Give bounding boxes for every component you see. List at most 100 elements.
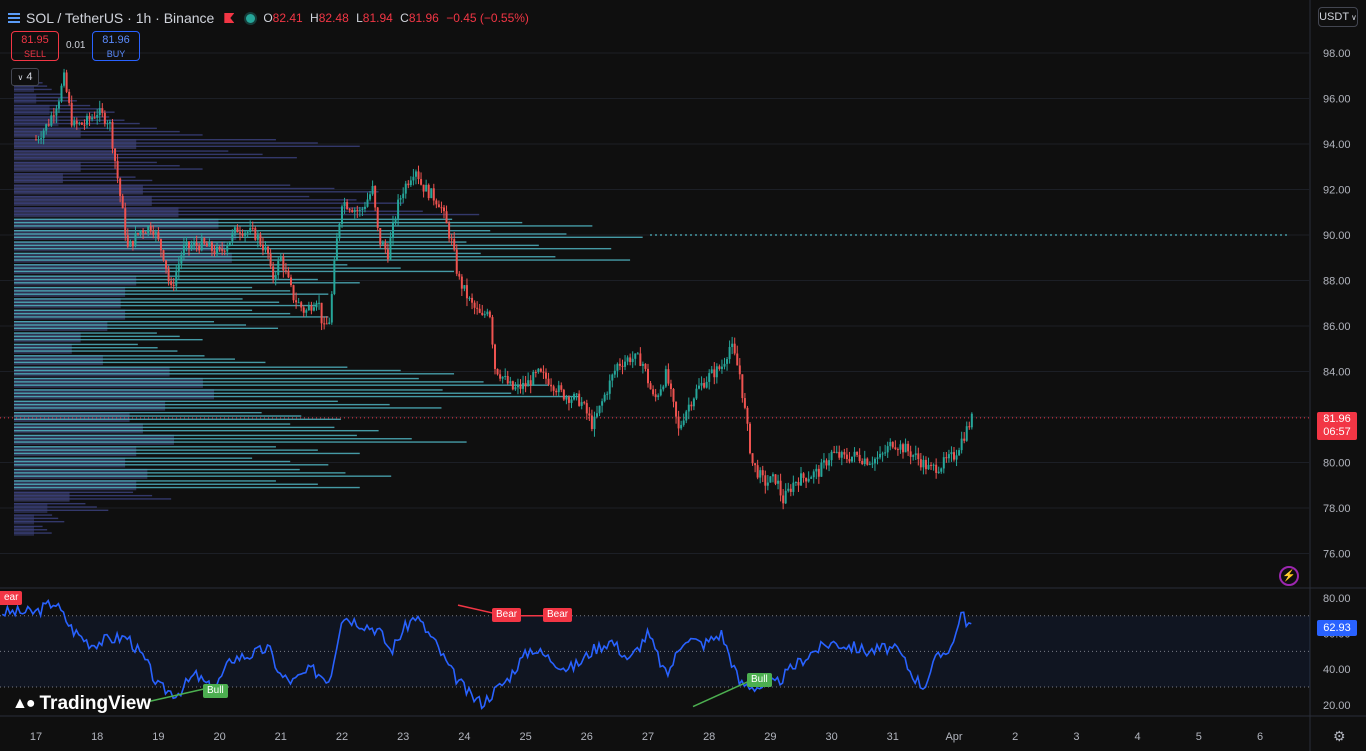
candle-body bbox=[682, 420, 685, 425]
volume-profile-bar bbox=[14, 429, 379, 432]
volume-profile-bar bbox=[14, 293, 329, 295]
time-tick-label: 29 bbox=[764, 731, 776, 743]
volume-profile-bar bbox=[14, 191, 379, 193]
candle-body bbox=[662, 386, 665, 390]
candle-body bbox=[838, 451, 841, 458]
candle-body bbox=[86, 115, 88, 125]
candle-body bbox=[78, 122, 81, 124]
candle-body bbox=[613, 370, 616, 375]
candle-body bbox=[180, 255, 183, 264]
volume-profile-bar bbox=[14, 514, 53, 516]
candle-body bbox=[807, 478, 810, 482]
candle-body bbox=[473, 302, 476, 308]
rsi-band bbox=[0, 615, 1310, 687]
volume-profile-bar bbox=[14, 423, 143, 434]
candle-body bbox=[766, 482, 769, 486]
candle-body bbox=[876, 457, 879, 459]
flag-icon[interactable] bbox=[224, 13, 235, 23]
candle-body bbox=[606, 393, 609, 395]
candle-body bbox=[575, 393, 578, 395]
time-tick-label: 30 bbox=[825, 731, 837, 743]
rsi-tick-label: 20.00 bbox=[1323, 700, 1351, 712]
bear-marker: Bear bbox=[543, 608, 573, 622]
indicators-toggle[interactable]: ∨ 4 bbox=[11, 68, 39, 86]
bull-divergence-line bbox=[692, 680, 749, 708]
volume-profile-bar bbox=[14, 286, 253, 289]
candle-body bbox=[562, 389, 565, 400]
volume-profile-bar bbox=[14, 116, 110, 118]
candle-body bbox=[555, 390, 558, 393]
candle-body bbox=[60, 85, 63, 102]
menu-icon[interactable] bbox=[8, 13, 20, 23]
volume-profile-bar bbox=[14, 468, 300, 471]
volume-profile-bar bbox=[14, 210, 423, 212]
candle-body bbox=[305, 310, 308, 313]
price-tick-label: 98.00 bbox=[1323, 48, 1351, 60]
candle-body bbox=[274, 275, 277, 279]
candle-body bbox=[636, 353, 639, 355]
lightning-icon[interactable]: ⚡ bbox=[1279, 566, 1299, 586]
price-tick-label: 94.00 bbox=[1323, 139, 1351, 151]
candle-body bbox=[412, 176, 415, 181]
symbol-title[interactable]: SOL / TetherUS · 1h · Binance bbox=[26, 10, 215, 26]
candle-body bbox=[471, 297, 474, 303]
sell-button[interactable]: 81.95 SELL bbox=[11, 31, 59, 61]
bear-marker: Bear bbox=[492, 608, 522, 622]
volume-profile-bar bbox=[14, 503, 86, 505]
rsi-tick-label: 40.00 bbox=[1323, 664, 1351, 676]
candle-body bbox=[583, 402, 586, 404]
candle-body bbox=[845, 454, 848, 460]
volume-profile-bar bbox=[14, 88, 52, 91]
volume-profile-bar bbox=[14, 96, 70, 99]
candle-body bbox=[246, 231, 249, 233]
candle-body bbox=[318, 302, 321, 304]
candle-body bbox=[295, 300, 298, 303]
candle-body bbox=[226, 245, 229, 252]
candle-body bbox=[830, 451, 833, 461]
buy-button[interactable]: 81.96 BUY bbox=[92, 31, 140, 61]
volume-profile-bar bbox=[14, 418, 341, 420]
volume-profile-bar bbox=[14, 491, 70, 502]
candle-body bbox=[251, 227, 254, 229]
candle-body bbox=[945, 457, 948, 459]
candle-body bbox=[764, 475, 767, 486]
candle-body bbox=[397, 199, 400, 219]
candle-body bbox=[797, 482, 800, 486]
candle-body bbox=[307, 305, 310, 311]
candle-body bbox=[468, 297, 471, 299]
volume-profile-bar bbox=[14, 286, 126, 297]
volume-profile-bar bbox=[14, 173, 63, 184]
volume-profile-bar bbox=[14, 514, 34, 525]
candle-body bbox=[557, 385, 560, 393]
gear-icon[interactable]: ⚙ bbox=[1333, 728, 1346, 744]
candle-body bbox=[88, 115, 91, 120]
candle-body bbox=[899, 444, 902, 450]
volume-profile-bar bbox=[14, 464, 329, 466]
candle-body bbox=[652, 389, 655, 395]
time-tick-label: 25 bbox=[519, 731, 531, 743]
candle-body bbox=[282, 256, 285, 271]
candle-body bbox=[348, 209, 351, 211]
volume-profile-bar bbox=[14, 298, 243, 300]
volume-profile-bar bbox=[14, 377, 203, 388]
candle-body bbox=[728, 347, 731, 360]
volume-profile-bar bbox=[14, 327, 279, 329]
candle-body bbox=[639, 353, 642, 366]
volume-profile-bar bbox=[14, 247, 612, 250]
candle-body bbox=[40, 138, 43, 140]
candle-body bbox=[149, 225, 152, 232]
candle-body bbox=[157, 232, 160, 240]
volume-profile-bar bbox=[14, 139, 137, 149]
candle-body bbox=[927, 464, 930, 470]
volume-profile-bar bbox=[14, 324, 247, 326]
currency-selector[interactable]: USDT ∨ bbox=[1318, 7, 1358, 27]
volume-profile-bar bbox=[14, 457, 126, 468]
candle-body bbox=[914, 453, 917, 456]
volume-profile-bar bbox=[14, 275, 276, 277]
candle-body bbox=[573, 393, 576, 400]
candle-body bbox=[111, 121, 114, 149]
candle-body bbox=[121, 195, 124, 209]
volume-profile-bar bbox=[14, 150, 229, 152]
price-tick-label: 86.00 bbox=[1323, 321, 1351, 333]
